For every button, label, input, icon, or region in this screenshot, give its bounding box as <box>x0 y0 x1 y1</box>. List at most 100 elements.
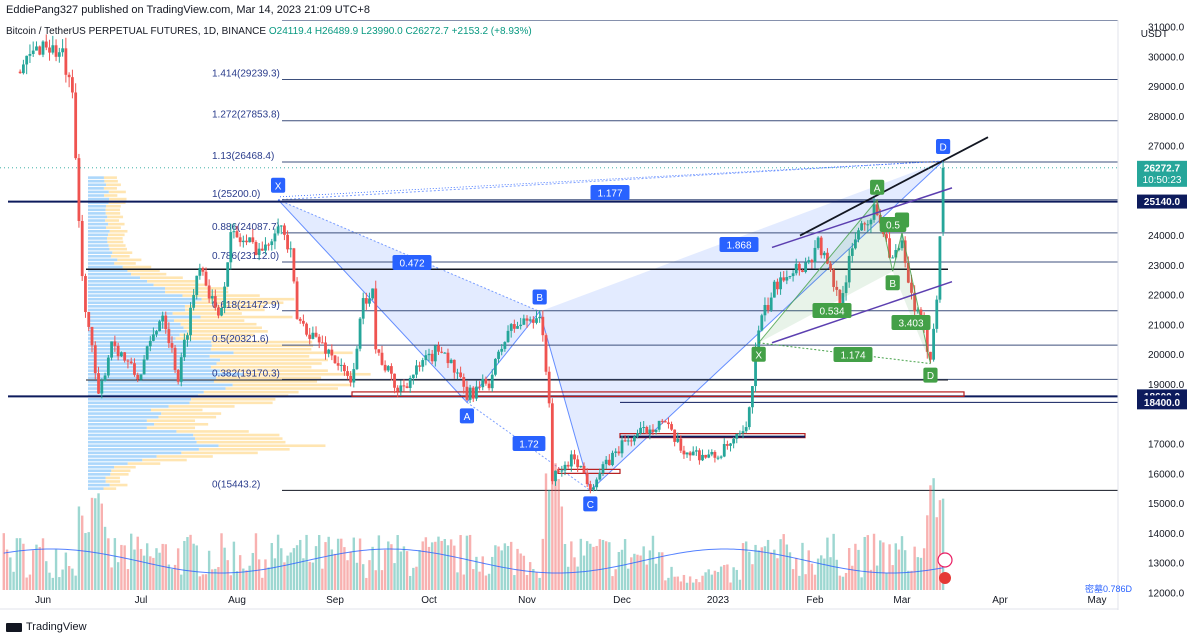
candle-body <box>126 360 130 362</box>
candle-body <box>25 55 29 65</box>
candle-body <box>585 473 589 485</box>
volume-profile-bar <box>88 444 219 448</box>
volume-bar <box>192 543 195 590</box>
candle-body <box>380 352 384 365</box>
volume-profile-bar <box>88 190 109 194</box>
publish-header: EddiePang327 published on TradingView.co… <box>0 0 1200 20</box>
candle-body <box>547 371 551 404</box>
candle-body <box>766 304 770 310</box>
volume-bar <box>941 498 945 590</box>
candle-body <box>358 318 362 349</box>
candle-body <box>807 260 811 263</box>
volume-profile-bar <box>181 451 258 455</box>
volume-bar <box>801 542 804 590</box>
volume-bar <box>242 568 245 590</box>
volume-bar <box>226 560 229 590</box>
volume-bar <box>582 555 586 590</box>
volume-bar <box>180 574 183 590</box>
volume-profile-bar <box>211 344 314 347</box>
volume-bar <box>710 574 714 590</box>
candle-body <box>314 332 318 337</box>
y-tick-label: 12000.0 <box>1148 589 1185 600</box>
volume-profile-bar <box>109 483 128 487</box>
volume-bar <box>161 543 164 590</box>
candle-body <box>531 319 535 323</box>
volume-profile-bar <box>88 262 115 265</box>
volume-profile-bar <box>88 204 106 208</box>
volume-bar <box>449 539 453 590</box>
volume-profile-bar <box>88 187 104 190</box>
volume-bar <box>123 545 126 590</box>
publisher-text: EddiePang327 published on TradingView.co… <box>6 4 370 16</box>
candle-body <box>176 369 180 382</box>
candle-body <box>301 320 305 324</box>
candle-body <box>213 296 217 308</box>
volume-profile-bar <box>88 387 226 390</box>
candle-body <box>841 293 845 309</box>
volume-profile-bar <box>107 215 124 219</box>
volume-bar <box>261 577 264 590</box>
fib-label: 0.618(21472.9) <box>212 300 280 311</box>
volume-profile-bar <box>88 297 202 301</box>
volume-profile-bar <box>88 448 199 451</box>
volume-profile-bar <box>88 244 109 247</box>
tradingview-logo[interactable]: TradingView <box>6 621 87 633</box>
volume-bar <box>903 550 907 590</box>
candle-body <box>735 434 739 439</box>
candle-body <box>74 92 78 159</box>
candle-body <box>35 46 38 51</box>
volume-profile-bar <box>146 419 196 423</box>
volume-profile-bar <box>122 265 152 269</box>
volume-bar <box>245 570 248 590</box>
volume-bar <box>427 546 431 590</box>
candle-body <box>522 318 526 325</box>
volume-bar <box>383 549 387 590</box>
volume-bar <box>626 568 630 590</box>
volume-bar <box>779 539 782 590</box>
ratio-label-small-box <box>891 315 931 330</box>
candle-body <box>386 366 390 371</box>
y-tick-label: 24000.0 <box>1148 231 1185 242</box>
y-tick-label: 27000.0 <box>1148 142 1185 153</box>
volume-bar <box>875 565 879 590</box>
candle-body <box>894 250 898 258</box>
candle-body <box>361 298 365 319</box>
volume-profile-bar <box>88 451 182 455</box>
volume-profile-bar <box>105 204 121 208</box>
price-marker: 25140.0 <box>1144 197 1181 208</box>
price-chart[interactable]: 0(15443.2) 0.382(19170.3) 0.5(20321.6) 0.61… <box>0 9 1200 618</box>
volume-profile-bar <box>108 201 126 204</box>
candle-body <box>847 255 851 283</box>
volume-bar <box>645 564 648 590</box>
candle-body <box>679 438 683 451</box>
volume-profile-bar <box>180 322 257 326</box>
fib-label: 1.414(29239.3) <box>212 68 280 79</box>
volume-bar <box>863 536 866 590</box>
candle-body <box>910 282 913 293</box>
candle-body <box>54 45 58 57</box>
candle-body <box>791 273 795 277</box>
volume-bar <box>380 570 384 590</box>
volume-bar <box>110 567 113 590</box>
candle-body <box>535 318 538 323</box>
volume-profile-bar <box>219 358 328 362</box>
candle-body <box>651 429 655 432</box>
volume-profile-bar <box>88 383 233 387</box>
candle-body <box>751 386 754 408</box>
symbol-legend: Bitcoin / TetherUS PERPETUAL FUTURES, 1D… <box>6 26 532 37</box>
candle-body-last <box>941 167 945 232</box>
volume-profile-bar <box>150 408 203 412</box>
chart-area[interactable]: 0(15443.2) 0.382(19170.3) 0.5(20321.6) 0.61… <box>0 9 1200 618</box>
volume-bar <box>421 541 424 590</box>
x-tick-label: May <box>1088 595 1107 606</box>
volume-bar <box>769 552 773 590</box>
volume-bar <box>267 567 270 590</box>
candle-body <box>810 260 814 263</box>
volume-profile-bar <box>88 437 195 440</box>
candle-body <box>298 318 302 321</box>
volume-bar <box>58 577 61 590</box>
candle-body <box>560 470 564 472</box>
volume-profile-bar <box>88 469 112 473</box>
x-tick-label: Jun <box>35 595 51 606</box>
candle-body <box>663 421 667 423</box>
